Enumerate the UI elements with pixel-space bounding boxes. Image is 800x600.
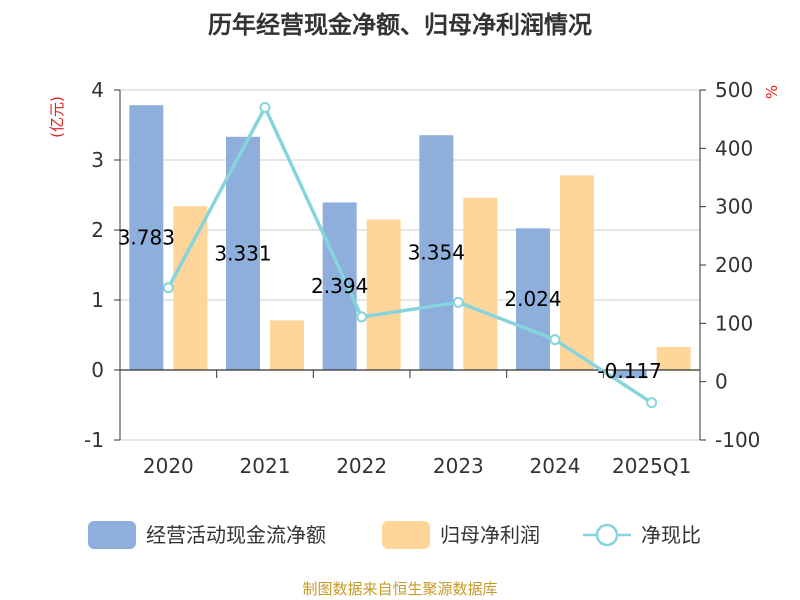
cash-ratio-point (452, 296, 464, 308)
right-tick-label: 400 (715, 136, 753, 160)
x-tick-label: 2024 (530, 454, 581, 478)
net-profit-bar (463, 197, 498, 370)
left-tick-label: 4 (91, 78, 104, 102)
left-tick-label: 1 (91, 288, 104, 312)
left-axis-unit-label: (亿元) (48, 96, 66, 138)
cashflow-data-label: -0.117 (597, 359, 661, 383)
cashflow-bar (226, 136, 260, 370)
cashflow-bar (516, 228, 550, 370)
source-note: 制图数据来自恒生聚源数据库 (302, 580, 497, 598)
right-axis-unit-label: % (763, 85, 781, 99)
cashflow-bar (419, 135, 454, 370)
left-tick-label: 3 (91, 148, 104, 172)
cash-ratio-point (162, 282, 174, 294)
cashflow-data-label: 3.354 (408, 241, 465, 265)
net-profit-bar (366, 219, 401, 370)
x-tick-label: 2021 (240, 454, 291, 478)
left-tick-label: 0 (91, 358, 104, 382)
cashflow-bar (129, 105, 164, 370)
right-tick-label: 300 (715, 195, 753, 219)
cash-ratio-line (166, 105, 653, 405)
right-tick-label: 100 (715, 311, 753, 335)
legend-swatch-cashflow (88, 521, 136, 549)
x-tick-label: 2023 (433, 454, 484, 478)
cashflow-data-label: 3.783 (118, 226, 175, 250)
bar-layer (129, 105, 691, 379)
net-profit-bar (560, 175, 594, 370)
label-layer: 3.783 3.331 2.394 3.354 2.024 -0.117 (118, 226, 662, 383)
cashflow-bar (322, 202, 357, 370)
legend-swatch-cash-ratio-marker (595, 523, 619, 547)
cashflow-data-label: 2.394 (311, 274, 368, 298)
cash-ratio-point (549, 334, 561, 346)
x-tick-label: 2022 (336, 454, 387, 478)
net-profit-bar (173, 206, 208, 370)
right-tick-label: 0 (715, 370, 728, 394)
x-tick-label: 2025Q1 (612, 454, 691, 478)
cashflow-data-label: 2.024 (504, 287, 561, 311)
legend-label: 归母净利润 (440, 523, 540, 547)
right-tick-label: -100 (715, 428, 760, 452)
cash-ratio-point (259, 102, 271, 113)
x-tick-label: 2020 (143, 454, 194, 478)
legend-label: 经营活动现金流净额 (146, 523, 326, 547)
net-profit-bar (270, 320, 304, 370)
left-tick-label: -1 (84, 428, 104, 452)
net-profit-bar (656, 346, 691, 370)
right-tick-label: 200 (715, 253, 753, 277)
cashflow-bar (612, 370, 647, 379)
cash-ratio-point (356, 311, 368, 323)
chart-title: 历年经营现金净额、归母净利润情况 (208, 11, 592, 39)
line-layer (162, 102, 658, 409)
cash-ratio-point (646, 397, 658, 409)
right-tick-label: 500 (715, 78, 753, 102)
cashflow-data-label: 3.331 (214, 241, 271, 265)
legend-swatch-net-profit (382, 521, 430, 549)
left-tick-label: 2 (91, 218, 104, 242)
legend-label: 净现比 (641, 523, 701, 547)
legend: 经营活动现金流净额 归母净利润 净现比 (88, 521, 701, 549)
